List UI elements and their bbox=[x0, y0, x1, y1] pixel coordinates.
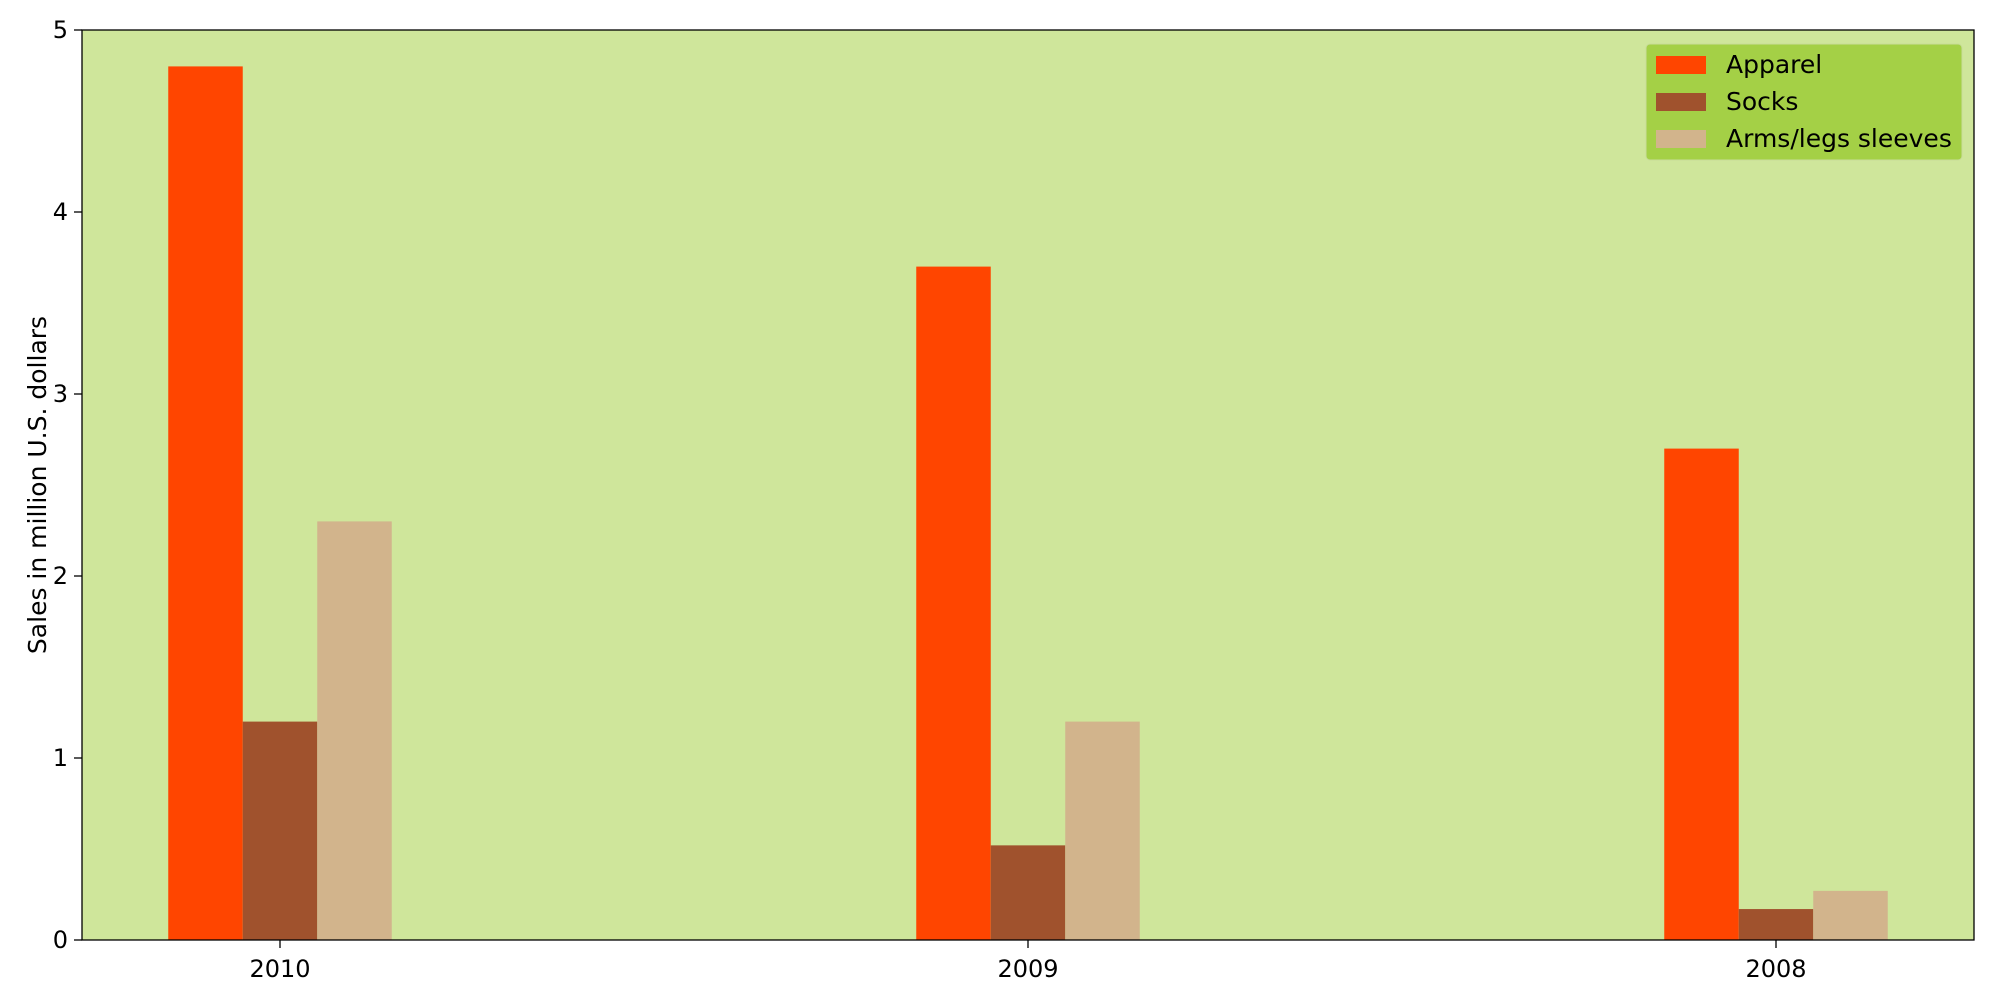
y-axis: 0 1 2 3 4 5 bbox=[53, 16, 82, 954]
bar-arms-legs-sleeves-2008 bbox=[1813, 890, 1888, 940]
y-axis-label: Sales in million U.S. dollars bbox=[23, 316, 52, 654]
bar-socks-2009 bbox=[990, 845, 1066, 940]
legend-swatch-socks bbox=[1656, 93, 1706, 111]
y-tick-label-3: 3 bbox=[53, 380, 68, 408]
legend-swatch-arms-legs-sleeves bbox=[1656, 130, 1706, 148]
y-tick-label-4: 4 bbox=[53, 198, 68, 226]
legend-box bbox=[1645, 43, 1963, 161]
legend-label-arms-legs-sleeves: Arms/legs sleeves bbox=[1726, 124, 1952, 153]
x-tick-label-2009: 2009 bbox=[997, 955, 1058, 983]
bar-arms-legs-sleeves-2010 bbox=[317, 521, 392, 940]
y-tick-label-0: 0 bbox=[53, 926, 68, 954]
bar-socks-2010 bbox=[242, 721, 318, 940]
legend: Apparel Socks Arms/legs sleeves bbox=[1645, 43, 1963, 161]
bars-layer bbox=[168, 66, 1888, 941]
plot-area bbox=[82, 30, 1974, 940]
bar-arms-legs-sleeves-2009 bbox=[1065, 721, 1140, 940]
x-axis: 2010 2009 2008 bbox=[249, 940, 1807, 983]
x-tick-label-2008: 2008 bbox=[1745, 955, 1806, 983]
y-tick-label-5: 5 bbox=[53, 16, 68, 44]
bar-apparel-2010 bbox=[168, 66, 243, 940]
y-tick-label-2: 2 bbox=[53, 562, 68, 590]
legend-swatch-apparel bbox=[1656, 56, 1706, 74]
legend-label-apparel: Apparel bbox=[1726, 50, 1822, 79]
bar-apparel-2008 bbox=[1664, 448, 1739, 940]
x-tick-label-2010: 2010 bbox=[249, 955, 310, 983]
bar-apparel-2009 bbox=[916, 266, 991, 941]
legend-label-socks: Socks bbox=[1726, 87, 1798, 116]
bar-socks-2008 bbox=[1738, 909, 1814, 940]
y-tick-label-1: 1 bbox=[53, 744, 68, 772]
